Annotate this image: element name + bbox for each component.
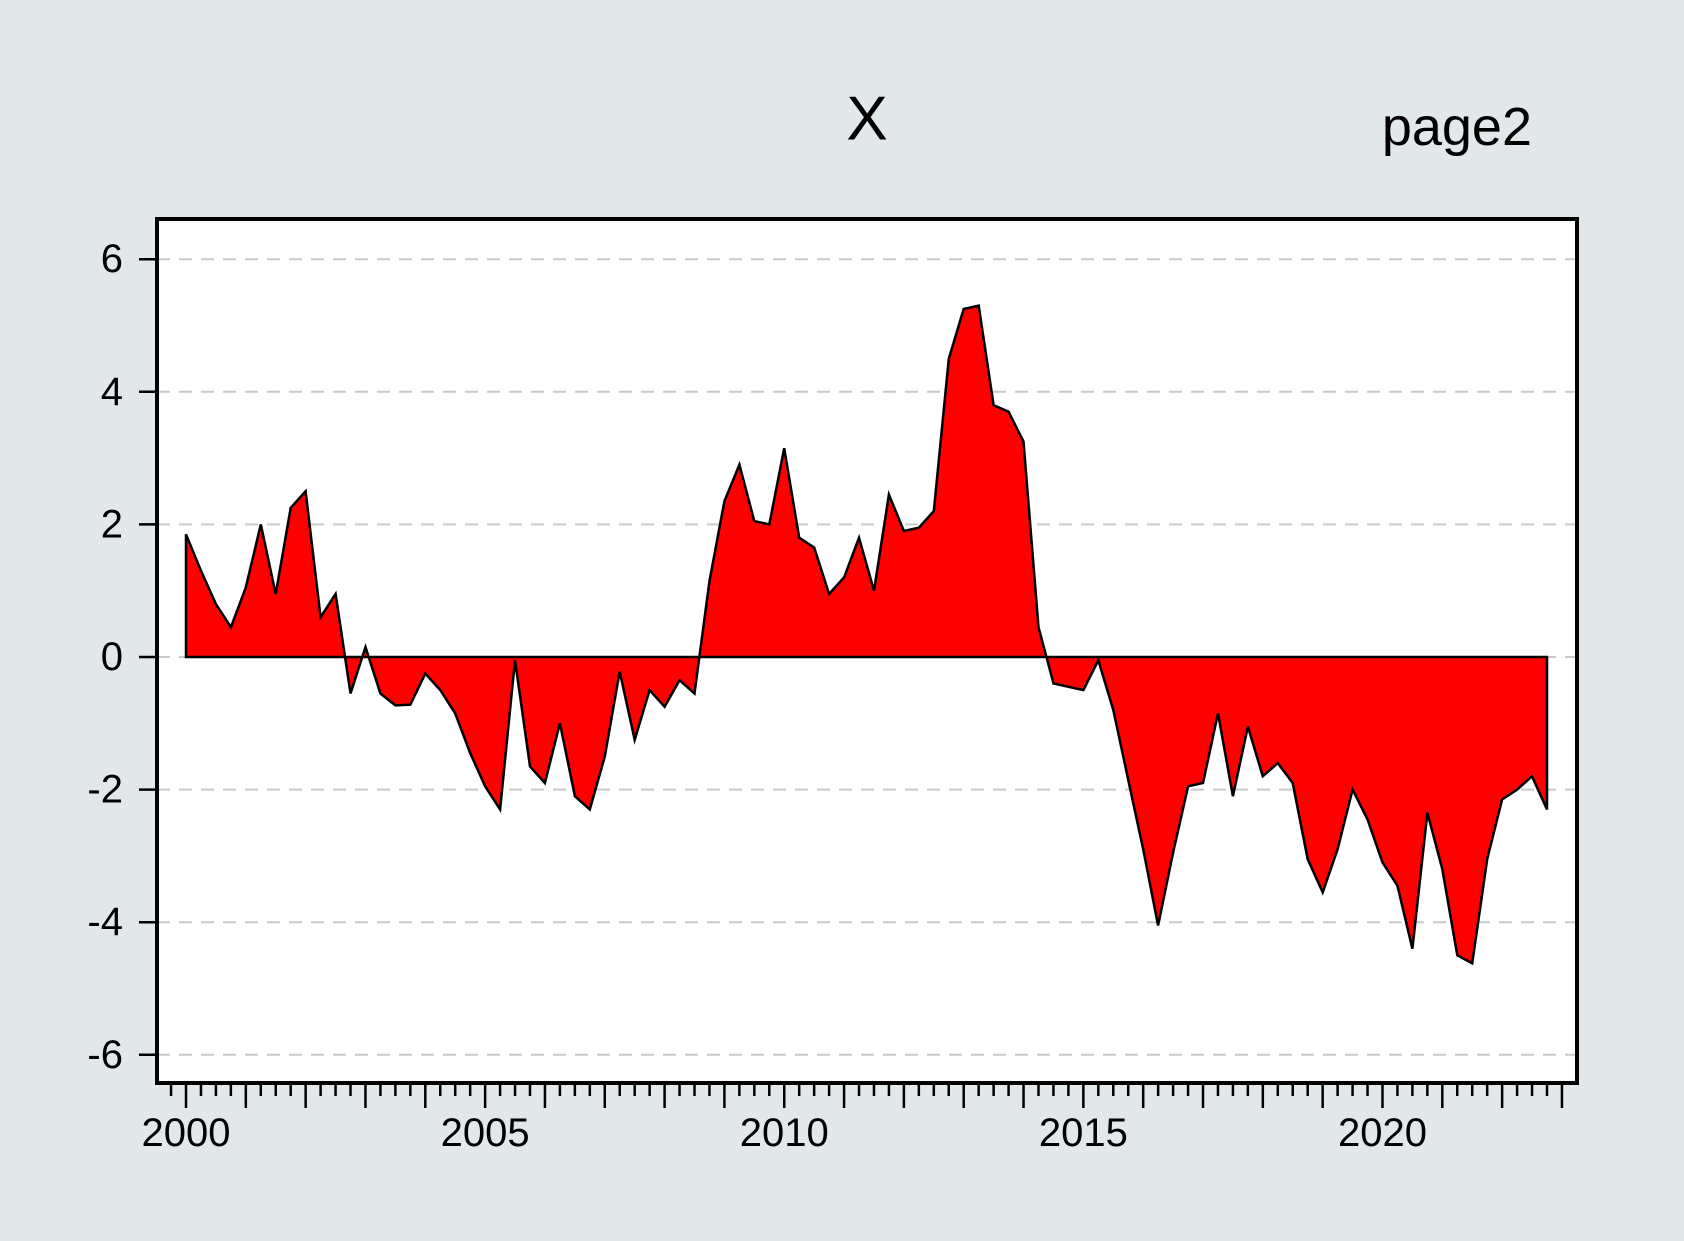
- chart-title: X: [846, 85, 887, 154]
- x-axis-label-2005: 2005: [441, 1111, 530, 1155]
- y-axis-label--6: -6: [87, 1033, 123, 1077]
- x-axis-label-2010: 2010: [740, 1111, 829, 1155]
- plot-frame: [155, 217, 1579, 1085]
- y-axis-label-4: 4: [101, 370, 123, 414]
- y-axis-label-2: 2: [101, 502, 123, 546]
- y-axis-label-0: 0: [101, 635, 123, 679]
- y-axis-label--4: -4: [87, 900, 123, 944]
- x-axis-label-2015: 2015: [1039, 1111, 1128, 1155]
- x-axis-label-2020: 2020: [1338, 1111, 1427, 1155]
- series-area-x: [184, 304, 1549, 966]
- y-axis-label-6: 6: [101, 237, 123, 281]
- x-axis-label-2000: 2000: [142, 1111, 231, 1155]
- chart-layer: -6 -4 -2 0 2 4 6 2000 2005 2010 2015 2020: [87, 217, 1579, 1155]
- page-label: page2: [1382, 97, 1532, 157]
- y-axis-label--2: -2: [87, 768, 123, 812]
